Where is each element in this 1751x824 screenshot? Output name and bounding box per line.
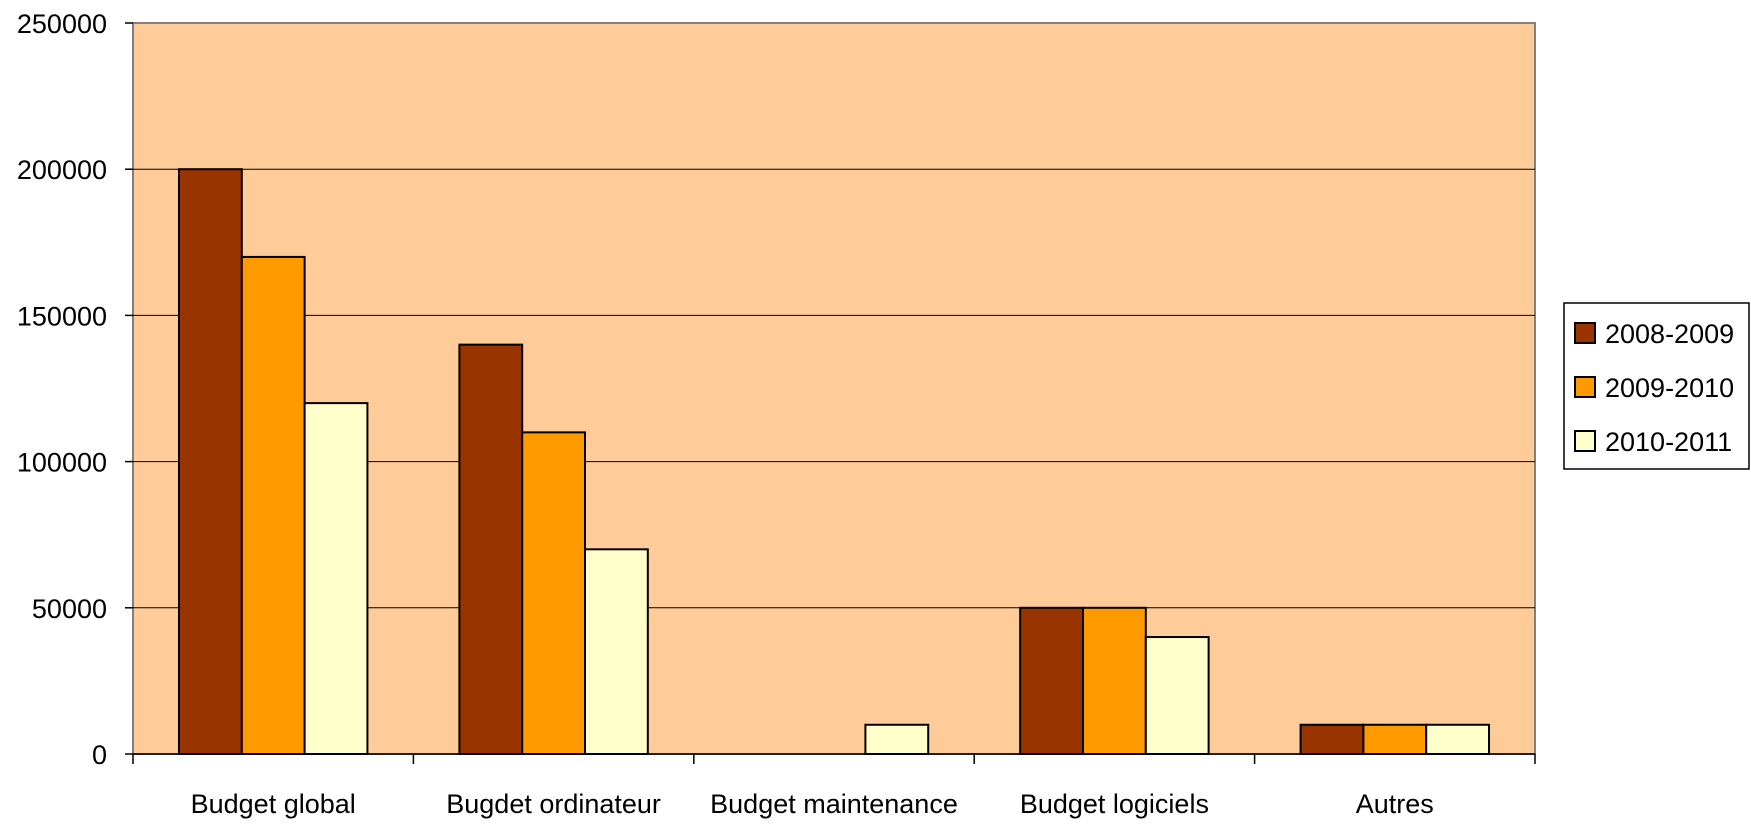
y-tick-label: 50000	[32, 594, 107, 624]
y-axis-ticks: 0 50000 100000 150000 200000 250000	[17, 9, 133, 770]
y-tick-label: 150000	[17, 301, 107, 331]
bar-2009-2010-1	[521, 431, 587, 755]
bar-2009-2010-3	[1081, 606, 1147, 755]
y-tick-label: 250000	[17, 9, 107, 39]
legend-swatch	[1574, 430, 1596, 452]
y-tick-label: 200000	[17, 155, 107, 185]
legend-swatch	[1574, 322, 1596, 344]
bar-2010-2011-0	[303, 402, 369, 755]
bar-2010-2011-1	[584, 548, 649, 755]
bar-2008-2009-4	[1299, 723, 1365, 756]
x-category-label: Budget logiciels	[1020, 789, 1209, 819]
bar-2010-2011-2	[864, 723, 930, 756]
legend-swatch	[1574, 376, 1596, 398]
x-category-label: Bugdet ordinateur	[446, 789, 661, 819]
legend-label: 2008-2009	[1605, 319, 1734, 349]
bar-2008-2009-0	[177, 168, 243, 755]
bar-2008-2009-1	[458, 343, 524, 755]
x-category-label: Budget maintenance	[710, 789, 958, 819]
x-category-label: Budget global	[191, 789, 356, 819]
bar-2010-2011-3	[1144, 636, 1210, 755]
legend-label: 2010-2011	[1605, 427, 1732, 457]
legend: 2008-2009 2009-2010 2010-2011	[1563, 302, 1750, 470]
bar-2010-2011-4	[1425, 723, 1491, 756]
y-tick-label: 100000	[17, 448, 107, 478]
x-category-label: Autres	[1356, 789, 1434, 819]
legend-label: 2009-2010	[1605, 373, 1734, 403]
bar-2008-2009-3	[1019, 606, 1084, 755]
x-axis-ticks: Budget global Bugdet ordinateur Budget mai…	[132, 754, 1536, 819]
bar-2009-2010-4	[1362, 723, 1428, 756]
bar-2009-2010-0	[240, 255, 306, 755]
y-tick-label: 0	[92, 740, 107, 770]
